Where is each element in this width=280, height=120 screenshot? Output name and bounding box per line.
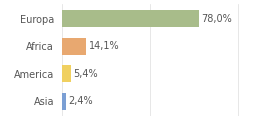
- Text: 2,4%: 2,4%: [68, 96, 93, 106]
- Bar: [62, 10, 199, 27]
- Bar: [62, 93, 66, 110]
- Bar: [62, 65, 71, 82]
- Bar: [62, 38, 87, 55]
- Text: 78,0%: 78,0%: [201, 14, 232, 24]
- Text: 14,1%: 14,1%: [88, 41, 119, 51]
- Text: 5,4%: 5,4%: [73, 69, 98, 79]
